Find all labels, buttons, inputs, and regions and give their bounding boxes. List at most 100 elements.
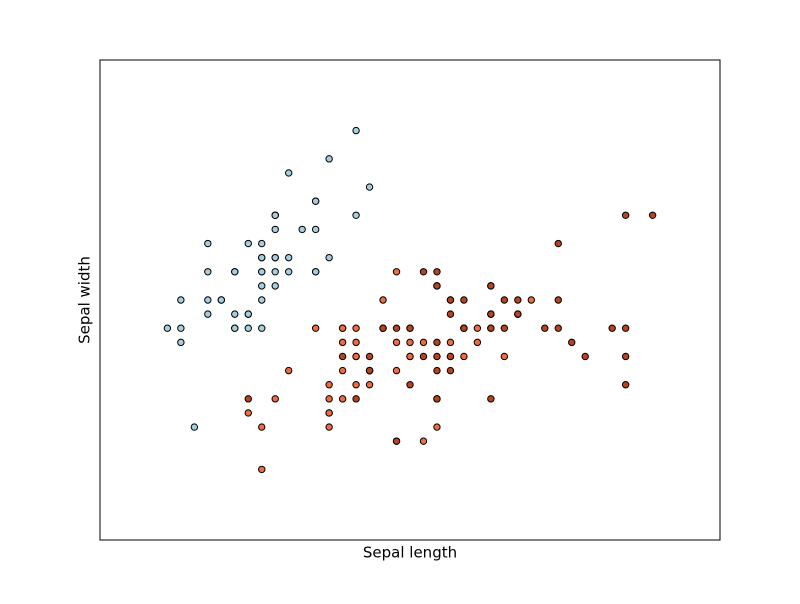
point xyxy=(231,310,239,318)
point xyxy=(204,239,212,248)
point xyxy=(406,324,414,332)
point xyxy=(325,423,333,431)
point xyxy=(352,352,360,361)
point xyxy=(392,268,401,276)
point xyxy=(514,296,522,304)
point xyxy=(204,310,212,318)
point xyxy=(163,324,172,332)
point xyxy=(487,310,495,318)
point xyxy=(446,366,455,375)
point xyxy=(177,338,185,347)
point xyxy=(433,366,441,375)
point xyxy=(379,296,387,304)
point xyxy=(177,296,185,304)
point xyxy=(473,338,482,347)
point xyxy=(446,296,455,304)
point xyxy=(231,324,239,332)
point xyxy=(460,352,468,361)
plot-frame xyxy=(99,59,721,541)
point xyxy=(392,366,401,375)
point xyxy=(581,352,589,361)
point xyxy=(258,324,266,332)
point xyxy=(419,338,428,347)
x-axis-label: Sepal length xyxy=(363,544,457,562)
point xyxy=(379,324,387,332)
point xyxy=(406,338,414,347)
point xyxy=(217,296,226,304)
point xyxy=(406,352,414,361)
point xyxy=(352,126,360,135)
point xyxy=(271,395,279,403)
point xyxy=(433,268,441,276)
point xyxy=(352,324,360,332)
point xyxy=(311,268,320,276)
point xyxy=(258,423,266,431)
point xyxy=(204,296,212,304)
point xyxy=(204,268,212,276)
point xyxy=(271,268,279,276)
point xyxy=(365,366,374,375)
point xyxy=(325,155,333,163)
point xyxy=(500,352,509,361)
point xyxy=(527,296,536,304)
point xyxy=(419,268,428,276)
point xyxy=(621,381,630,389)
point xyxy=(177,324,185,332)
point xyxy=(352,211,360,219)
point xyxy=(352,381,360,389)
point xyxy=(311,225,320,234)
point xyxy=(311,324,320,332)
point xyxy=(338,338,347,347)
point xyxy=(487,395,495,403)
point xyxy=(311,197,320,205)
point xyxy=(284,268,293,276)
point xyxy=(231,268,239,276)
point xyxy=(433,338,441,347)
point xyxy=(284,253,293,262)
point xyxy=(338,352,347,361)
point xyxy=(365,183,374,191)
point xyxy=(446,310,455,318)
point xyxy=(608,324,616,332)
point xyxy=(271,282,279,290)
point xyxy=(433,395,441,403)
point xyxy=(541,324,549,332)
point xyxy=(433,352,441,361)
point xyxy=(621,324,630,332)
point xyxy=(568,338,576,347)
point xyxy=(446,338,455,347)
point xyxy=(473,324,482,332)
point xyxy=(244,409,252,417)
point xyxy=(487,282,495,290)
point xyxy=(325,253,333,262)
point xyxy=(433,282,441,290)
point xyxy=(258,296,266,304)
point xyxy=(554,324,562,332)
point xyxy=(258,239,266,248)
point xyxy=(392,338,401,347)
point xyxy=(621,352,630,361)
point xyxy=(284,366,293,375)
point xyxy=(554,296,562,304)
point xyxy=(258,253,266,262)
point xyxy=(271,211,279,219)
point xyxy=(338,395,347,403)
point xyxy=(406,381,414,389)
point xyxy=(621,211,630,219)
point xyxy=(446,352,455,361)
point xyxy=(271,225,279,234)
point xyxy=(352,338,360,347)
point xyxy=(500,324,509,332)
point xyxy=(419,352,428,361)
point xyxy=(190,423,199,431)
point xyxy=(365,352,374,361)
point xyxy=(338,366,347,375)
y-axis-label: Sepal width xyxy=(76,256,94,344)
point xyxy=(325,395,333,403)
point xyxy=(365,381,374,389)
point xyxy=(500,296,509,304)
point xyxy=(392,324,401,332)
point xyxy=(244,310,252,318)
point xyxy=(244,239,252,248)
point xyxy=(352,395,360,403)
